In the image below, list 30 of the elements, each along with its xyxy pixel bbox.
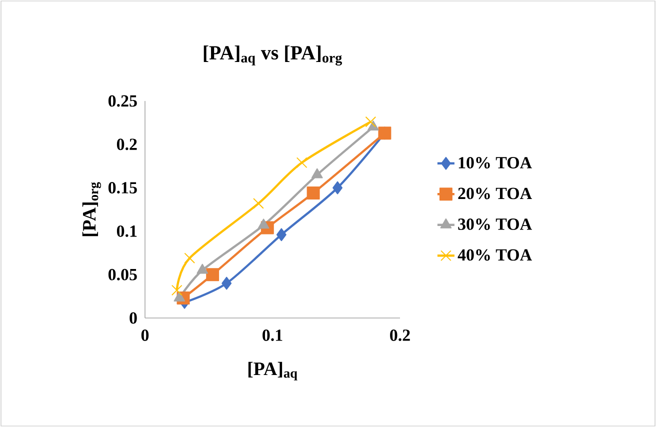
- point: [276, 228, 286, 242]
- x-axis-title: [PA]$_{aq}$: [248, 362, 298, 380]
- y-tick-label: 0.2: [116, 138, 137, 150]
- point: [206, 268, 220, 282]
- chart-title: [PA]$_{aq}$ vs [PA]$_{org}$: [204, 45, 342, 66]
- legend-label: 20% TOA: [458, 188, 532, 200]
- y-tick-label: 0: [130, 312, 137, 324]
- point: [253, 198, 264, 209]
- point: [365, 116, 376, 128]
- point: [306, 186, 320, 200]
- x-tick-label: 0.2: [390, 330, 410, 342]
- y-tick-label: 0.25: [108, 95, 137, 107]
- point: [258, 218, 270, 229]
- y-tick-label: 0.1: [116, 225, 137, 237]
- point: [184, 252, 196, 264]
- x-tick-label: 0.1: [262, 330, 282, 342]
- legend-label: 30% TOA: [458, 218, 532, 230]
- y-tick-label: 0.05: [108, 268, 137, 280]
- x-tick-label: 0: [141, 330, 149, 341]
- point: [296, 157, 308, 168]
- y-axis-title: [PA]$_{org}$: [82, 182, 101, 236]
- point: [174, 292, 186, 302]
- legend-label: 10% TOA: [458, 157, 532, 168]
- point: [196, 264, 208, 274]
- point: [171, 284, 182, 296]
- legend-label: 40% TOA: [458, 249, 532, 261]
- y-tick-label: 0.15: [108, 182, 137, 194]
- point: [332, 181, 343, 194]
- point: [222, 276, 232, 290]
- point: [311, 168, 323, 178]
